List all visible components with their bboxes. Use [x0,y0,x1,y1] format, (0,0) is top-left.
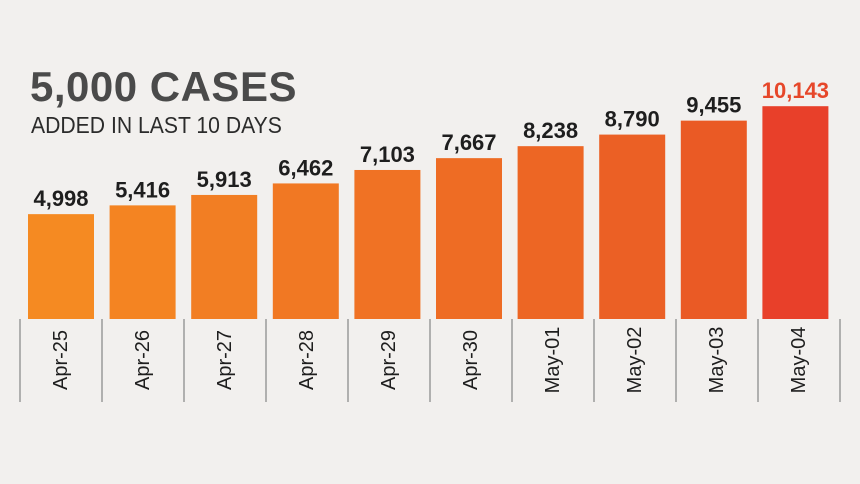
bar-Apr-29 [354,169,421,319]
x-tick-label-Apr-30: Apr-30 [460,330,482,390]
x-tick-label-May-02: May-02 [624,327,646,394]
bar-May-04 [762,106,829,319]
value-label-May-03: 9,455 [686,93,741,118]
bar-Apr-28 [272,183,339,319]
value-label-May-01: 8,238 [523,118,578,143]
bar-Apr-30 [436,158,502,319]
x-tick-label-May-03: May-03 [706,327,728,394]
value-label-Apr-30: 7,667 [441,130,496,155]
bar-May-02 [599,134,666,319]
x-tick-label-Apr-25: Apr-25 [50,330,72,390]
x-tick-label-Apr-28: Apr-28 [296,330,318,390]
x-tick-label-Apr-29: Apr-29 [378,330,400,390]
value-label-Apr-26: 5,416 [115,177,170,202]
x-tick-label-May-04: May-04 [788,327,810,394]
bar-May-03 [680,120,747,320]
chart-subtitle: ADDED IN LAST 10 DAYS [31,112,282,138]
value-label-Apr-27: 5,913 [197,167,252,192]
value-label-May-02: 8,790 [605,107,660,132]
value-label-Apr-28: 6,462 [278,155,333,180]
bar-Apr-25 [28,214,94,319]
value-label-May-04: 10,143 [762,78,829,103]
bar-May-01 [517,146,584,319]
x-tick-label-Apr-27: Apr-27 [214,330,236,390]
x-tick-label-Apr-26: Apr-26 [132,330,154,390]
chart-title: 5,000 CASES [30,63,297,110]
bar-Apr-26 [109,205,176,319]
bar-Apr-27 [191,194,258,319]
x-tick-label-May-01: May-01 [542,327,564,394]
value-label-Apr-25: 4,998 [33,186,88,211]
value-label-Apr-29: 7,103 [360,142,415,167]
